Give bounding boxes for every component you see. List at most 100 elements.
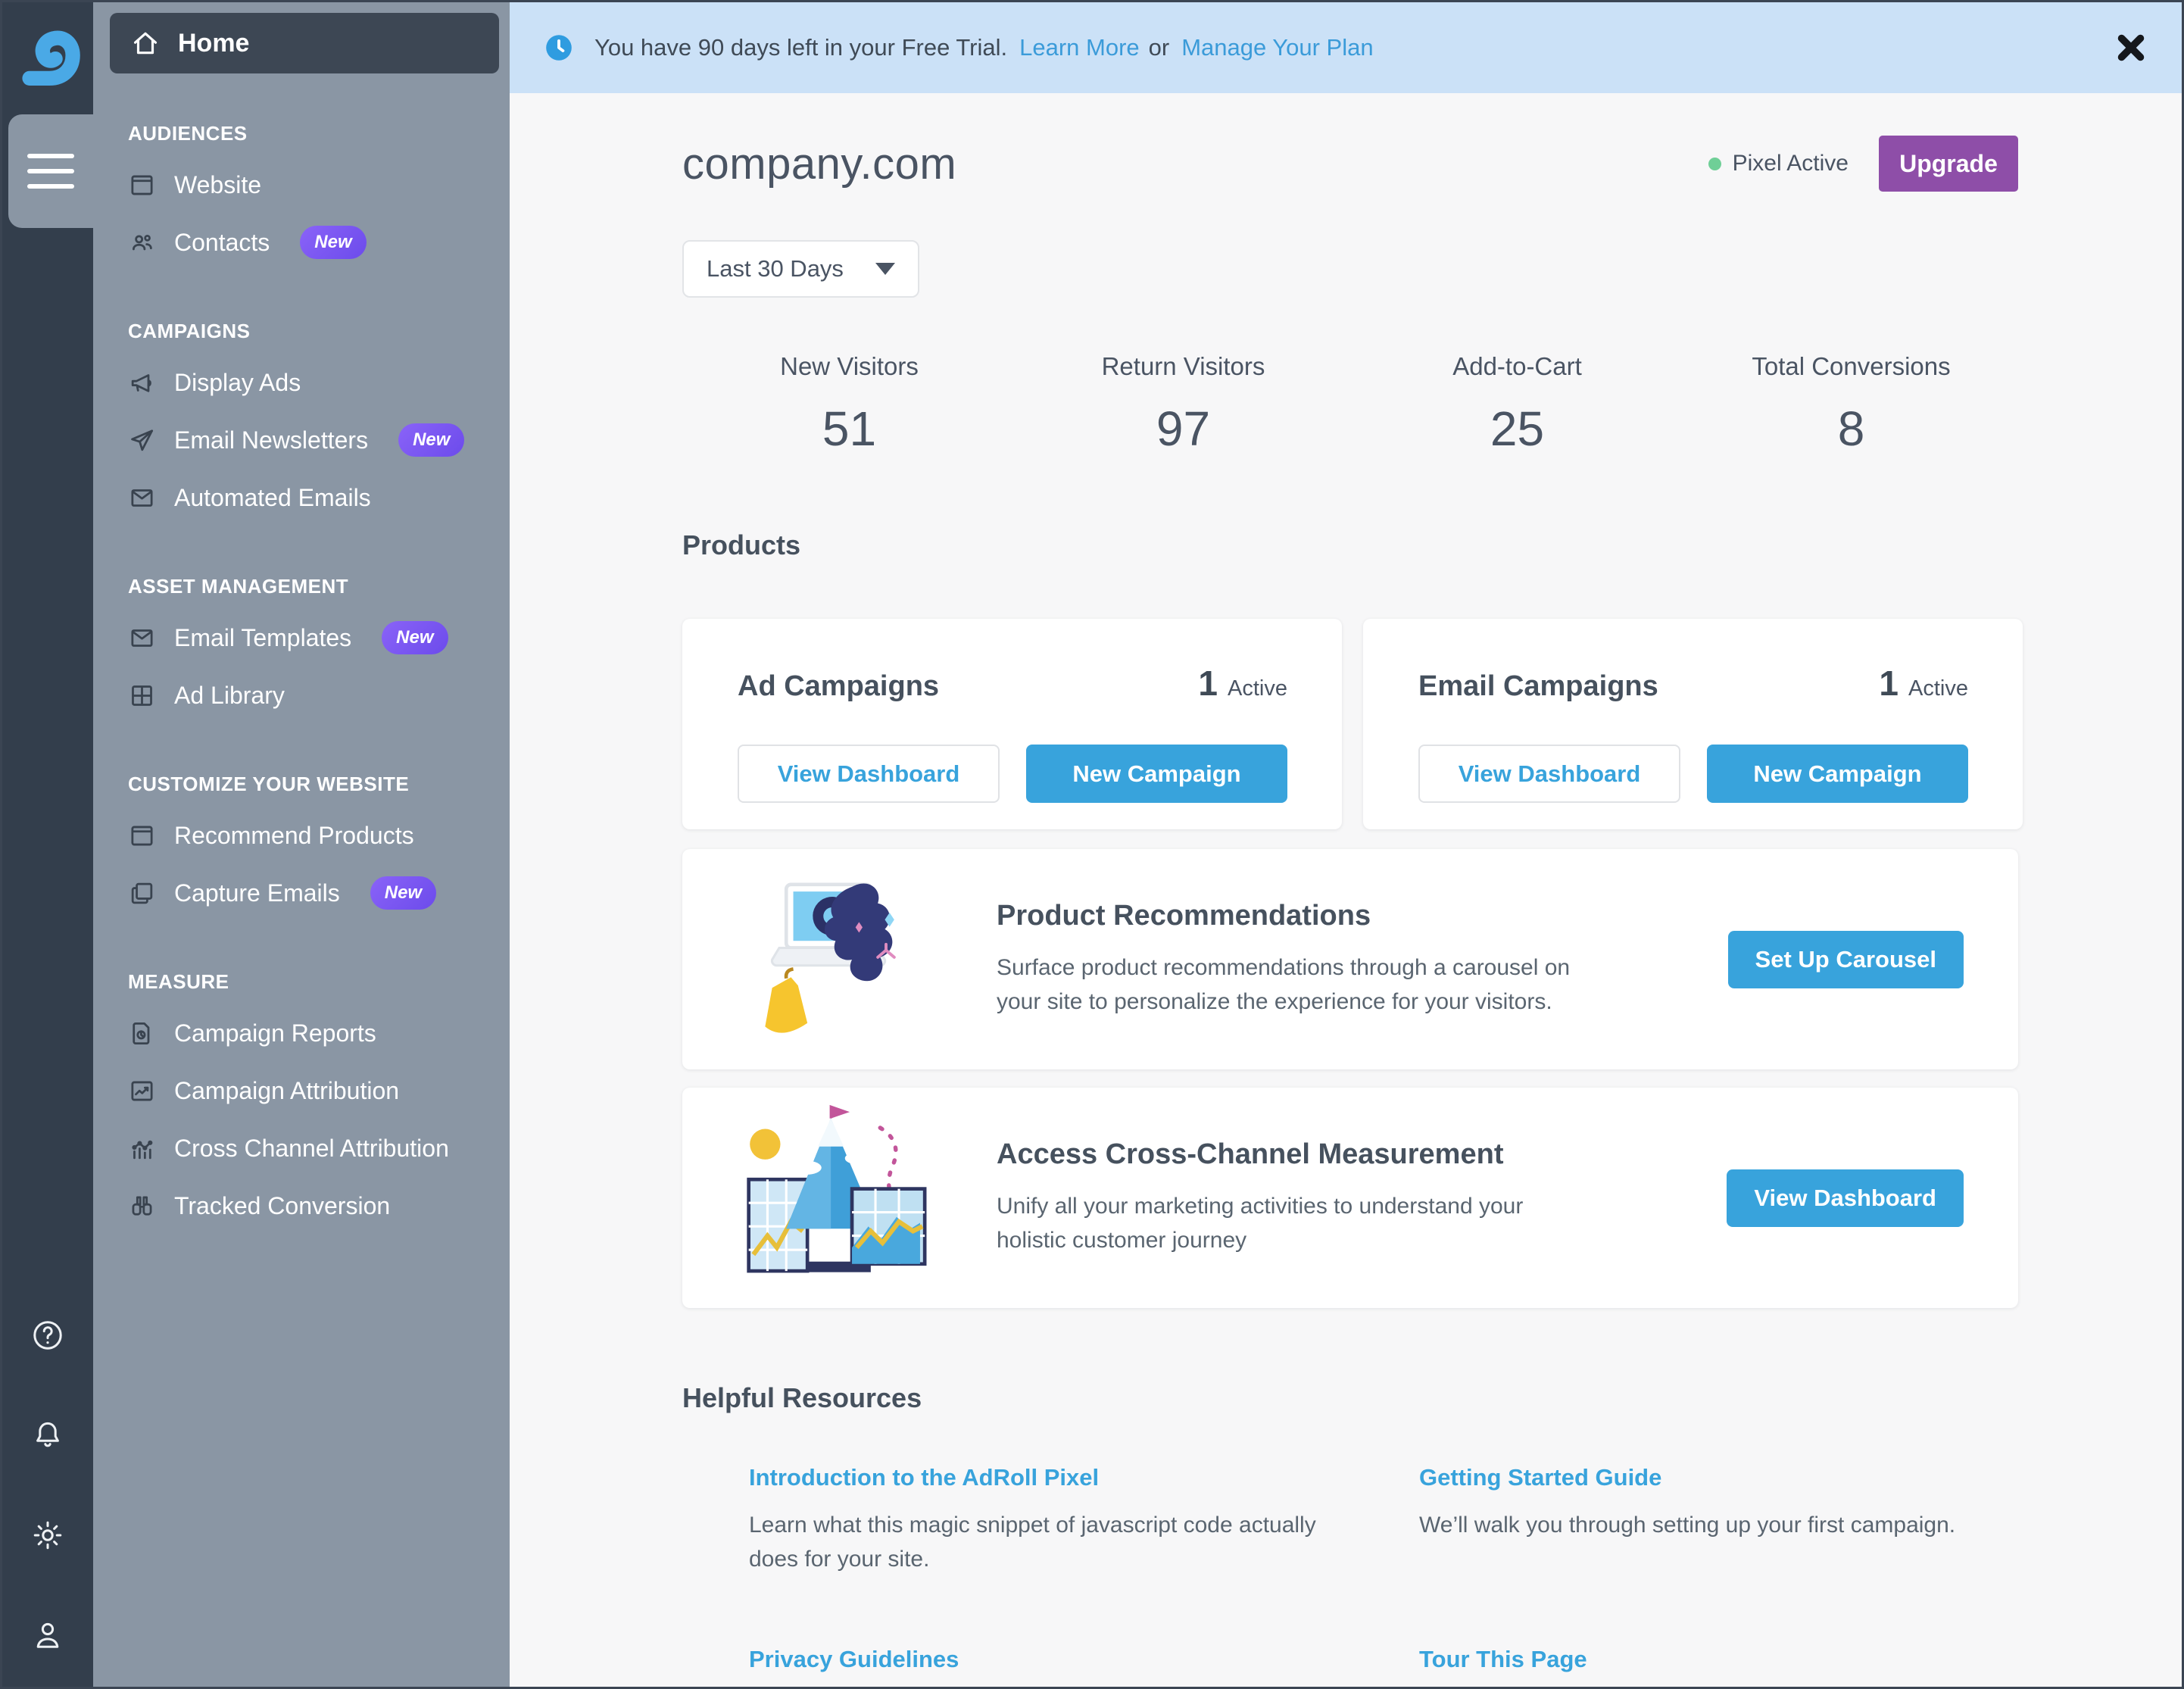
product-recommendations-card: Product Recommendations Surface product … [682, 849, 2018, 1069]
set-up-carousel-button[interactable]: Set Up Carousel [1727, 930, 1964, 988]
sidebar-section-campaigns: CAMPAIGNS Display Ads Email Newsletters … [110, 320, 499, 526]
feature-title: Access Cross-Channel Measurement [997, 1138, 1504, 1170]
trial-message: You have 90 days left in your Free Trial… [594, 34, 1008, 61]
sidebar-item-label: Contacts [174, 228, 270, 256]
cross-channel-measurement-card: Access Cross-Channel Measurement Unify a… [682, 1088, 2018, 1308]
stat-new-visitors: New Visitors 51 [682, 352, 1016, 457]
view-dashboard-button[interactable]: View Dashboard [738, 745, 1000, 803]
help-icon[interactable] [30, 1317, 66, 1353]
home-icon [133, 32, 158, 55]
notifications-bell-icon[interactable] [30, 1417, 66, 1453]
envelope-icon [128, 624, 156, 652]
sidebar-nav: Home AUDIENCES Website [93, 2, 510, 1687]
resource-link[interactable]: Privacy Guidelines [749, 1646, 959, 1672]
stat-value: 25 [1490, 401, 1545, 456]
resource-tour-this-page: Tour This Page We’ll walk you through ou… [1419, 1646, 2018, 1687]
close-icon[interactable] [2114, 30, 2148, 65]
campaign-cards-row: Ad Campaigns 1 Active View Dashboard New… [682, 619, 2023, 829]
active-label: Active [1908, 676, 1968, 701]
resource-link[interactable]: Getting Started Guide [1419, 1464, 1662, 1491]
paper-plane-icon [128, 426, 156, 454]
sidebar-item-ad-library[interactable]: Ad Library [110, 667, 499, 724]
new-badge: New [382, 621, 448, 654]
browser-window-icon [128, 822, 156, 850]
section-title: MEASURE [128, 970, 229, 993]
product-recommendations-illustration [738, 866, 941, 1054]
page-body: company.com Pixel Active Upgrade Last 30… [510, 93, 2182, 1687]
resource-description: We’ll walk you through setting up your f… [1419, 1513, 1956, 1538]
section-title: ASSET MANAGEMENT [128, 575, 349, 598]
stat-label: Total Conversions [1752, 352, 1951, 380]
manage-your-plan-link[interactable]: Manage Your Plan [1181, 34, 1374, 61]
new-badge: New [370, 876, 437, 910]
resource-link[interactable]: Tour This Page [1419, 1646, 1587, 1672]
grid-icon [128, 682, 156, 710]
sidebar-item-tracked-conversion[interactable]: Tracked Conversion [110, 1177, 499, 1235]
profile-person-icon[interactable] [30, 1617, 66, 1653]
home-label: Home [178, 28, 250, 58]
sidebar-item-label: Cross Channel Attribution [174, 1134, 449, 1162]
sidebar-item-campaign-reports[interactable]: Campaign Reports [110, 1004, 499, 1062]
megaphone-icon [128, 369, 156, 397]
new-badge: New [300, 226, 367, 259]
card-title: Email Campaigns [1418, 670, 1658, 702]
sidebar-toggle-button[interactable] [8, 114, 96, 228]
sidebar-item-contacts[interactable]: Contacts New [110, 214, 499, 271]
card-title: Ad Campaigns [738, 670, 940, 702]
ad-campaigns-card: Ad Campaigns 1 Active View Dashboard New… [682, 619, 1342, 829]
active-count: 1 [1879, 663, 1899, 703]
sidebar-item-display-ads[interactable]: Display Ads [110, 354, 499, 411]
sidebar-item-automated-emails[interactable]: Automated Emails [110, 469, 499, 526]
sidebar-item-label: Capture Emails [174, 879, 340, 907]
feature-title: Product Recommendations [997, 900, 1371, 932]
main-content: You have 90 days left in your Free Trial… [510, 2, 2182, 1687]
header-actions: Pixel Active Upgrade [1708, 136, 2018, 192]
section-title: AUDIENCES [128, 122, 248, 145]
people-icon [128, 229, 156, 257]
rail-bottom-icons [2, 1317, 93, 1687]
sidebar-item-label: Ad Library [174, 681, 285, 709]
stat-label: Return Visitors [1101, 352, 1265, 380]
sidebar-item-capture-emails[interactable]: Capture Emails New [110, 864, 499, 922]
sidebar-item-campaign-attribution[interactable]: Campaign Attribution [110, 1062, 499, 1119]
sidebar-item-cross-channel-attribution[interactable]: Cross Channel Attribution [110, 1119, 499, 1177]
date-range-dropdown[interactable]: Last 30 Days [682, 240, 919, 298]
email-campaigns-card: Email Campaigns 1 Active View Dashboard … [1363, 619, 2023, 829]
pixel-active-dot [1708, 157, 1721, 170]
free-trial-banner: You have 90 days left in your Free Trial… [510, 2, 2182, 93]
active-label: Active [1228, 676, 1287, 701]
sidebar-item-label: Campaign Reports [174, 1019, 376, 1047]
sidebar-item-home[interactable]: Home [110, 13, 499, 73]
feature-description: Surface product recommendations through … [997, 955, 1571, 1014]
sidebar-item-label: Automated Emails [174, 483, 371, 511]
banner-conjunction: or [1148, 34, 1170, 61]
learn-more-link[interactable]: Learn More [1019, 34, 1140, 61]
binoculars-icon [128, 1192, 156, 1220]
resource-description: Learn what this magic snippet of javascr… [749, 1513, 1316, 1572]
stat-total-conversions: Total Conversions 8 [1684, 352, 2018, 457]
helpful-resources-heading: Helpful Resources [682, 1382, 922, 1413]
resource-adroll-pixel: Introduction to the AdRoll Pixel Learn w… [749, 1464, 1419, 1576]
browser-window-icon [128, 171, 156, 199]
stats-row: New Visitors 51 Return Visitors 97 Add-t… [682, 352, 2018, 457]
sidebar-item-email-templates[interactable]: Email Templates New [110, 609, 499, 667]
sidebar-item-label: Email Newsletters [174, 426, 369, 454]
stat-value: 97 [1156, 401, 1211, 456]
date-filter-row: Last 30 Days [682, 240, 2018, 298]
sidebar-item-recommend-products[interactable]: Recommend Products [110, 807, 499, 864]
stat-value: 51 [822, 401, 877, 456]
resource-privacy-guidelines: Privacy Guidelines Let’s have a conversa… [749, 1646, 1419, 1687]
feature-description: Unify all your marketing activities to u… [997, 1194, 1524, 1253]
new-campaign-button[interactable]: New Campaign [1707, 745, 1968, 803]
new-campaign-button[interactable]: New Campaign [1026, 745, 1287, 803]
sidebar-item-website[interactable]: Website [110, 156, 499, 214]
sidebar-item-email-newsletters[interactable]: Email Newsletters New [110, 411, 499, 469]
adroll-logo-icon[interactable] [13, 20, 83, 90]
view-dashboard-button[interactable]: View Dashboard [1418, 745, 1680, 803]
resource-link[interactable]: Introduction to the AdRoll Pixel [749, 1464, 1100, 1491]
sidebar-section-asset-management: ASSET MANAGEMENT Email Templates New Ad … [110, 575, 499, 724]
upgrade-button[interactable]: Upgrade [1879, 136, 2018, 192]
settings-gear-icon[interactable] [30, 1517, 66, 1553]
view-dashboard-button[interactable]: View Dashboard [1727, 1169, 1964, 1227]
sidebar-item-label: Website [174, 170, 262, 198]
